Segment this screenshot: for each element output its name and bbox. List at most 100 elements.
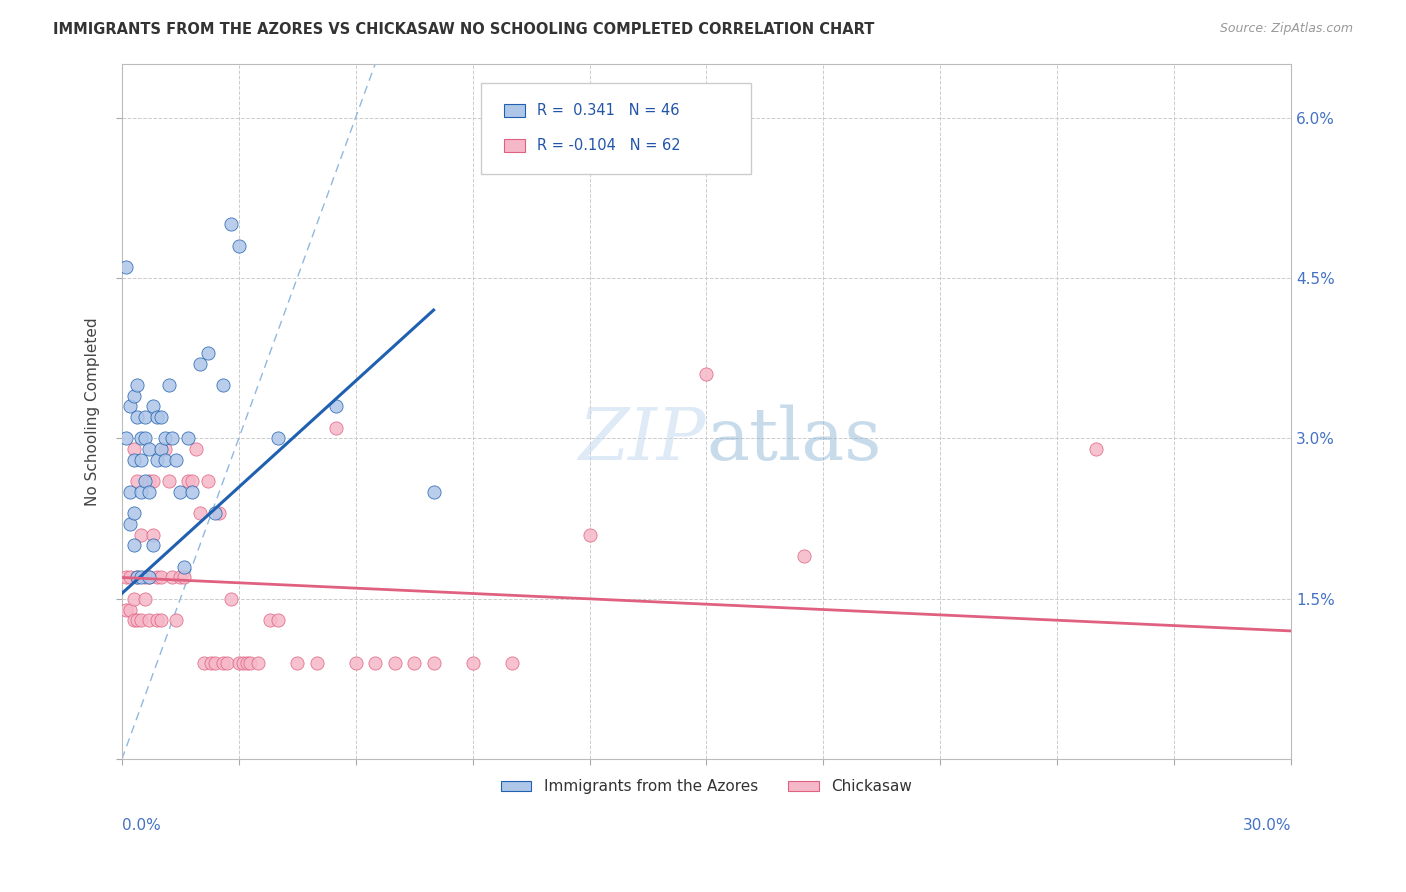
- Point: [305, 656, 328, 670]
- Point: [134, 570, 156, 584]
- Point: [122, 389, 145, 403]
- Point: [138, 474, 160, 488]
- Point: [162, 431, 184, 445]
- Point: [142, 474, 165, 488]
- Point: [127, 378, 149, 392]
- Point: [793, 549, 815, 563]
- Point: [157, 378, 180, 392]
- Point: [204, 506, 226, 520]
- Point: [695, 368, 717, 382]
- Point: [181, 484, 204, 499]
- Point: [208, 506, 231, 520]
- Point: [162, 570, 184, 584]
- Point: [181, 474, 204, 488]
- Point: [131, 613, 153, 627]
- Point: [173, 570, 195, 584]
- Point: [149, 410, 172, 425]
- Point: [232, 656, 254, 670]
- Point: [193, 656, 215, 670]
- Point: [134, 474, 156, 488]
- Point: [197, 474, 219, 488]
- Point: [146, 613, 169, 627]
- Point: [114, 602, 136, 616]
- Point: [188, 506, 211, 520]
- Point: [165, 452, 187, 467]
- Point: [153, 452, 176, 467]
- Point: [200, 656, 222, 670]
- Point: [146, 570, 169, 584]
- Point: [1085, 442, 1108, 456]
- Point: [149, 613, 172, 627]
- FancyBboxPatch shape: [505, 139, 526, 152]
- Point: [228, 656, 250, 670]
- Point: [127, 570, 149, 584]
- Point: [215, 656, 238, 670]
- Point: [325, 421, 347, 435]
- Point: [118, 570, 141, 584]
- Text: 30.0%: 30.0%: [1243, 818, 1291, 833]
- Point: [146, 452, 169, 467]
- Point: [188, 357, 211, 371]
- Point: [127, 613, 149, 627]
- Point: [138, 442, 160, 456]
- Point: [149, 442, 172, 456]
- Point: [165, 613, 187, 627]
- Point: [131, 527, 153, 541]
- Point: [122, 506, 145, 520]
- Point: [267, 613, 290, 627]
- Point: [153, 442, 176, 456]
- Point: [131, 452, 153, 467]
- Point: [239, 656, 262, 670]
- Point: [131, 570, 153, 584]
- Point: [501, 656, 523, 670]
- Point: [114, 431, 136, 445]
- Text: ZIP: ZIP: [579, 404, 706, 475]
- Point: [142, 400, 165, 414]
- Point: [114, 570, 136, 584]
- Point: [461, 656, 484, 670]
- Point: [118, 484, 141, 499]
- Legend: Immigrants from the Azores, Chickasaw: Immigrants from the Azores, Chickasaw: [495, 773, 918, 800]
- Point: [169, 570, 191, 584]
- Text: R = -0.104   N = 62: R = -0.104 N = 62: [537, 138, 681, 153]
- Point: [364, 656, 387, 670]
- Point: [127, 570, 149, 584]
- Point: [138, 484, 160, 499]
- Point: [118, 400, 141, 414]
- Point: [118, 516, 141, 531]
- Point: [404, 656, 426, 670]
- Point: [131, 431, 153, 445]
- Text: R =  0.341   N = 46: R = 0.341 N = 46: [537, 103, 679, 118]
- Point: [131, 484, 153, 499]
- Point: [142, 538, 165, 552]
- Y-axis label: No Schooling Completed: No Schooling Completed: [86, 318, 100, 506]
- Point: [422, 484, 444, 499]
- Point: [267, 431, 290, 445]
- Point: [169, 484, 191, 499]
- Point: [219, 218, 242, 232]
- Point: [247, 656, 270, 670]
- Point: [197, 346, 219, 360]
- Point: [259, 613, 281, 627]
- Point: [122, 442, 145, 456]
- Point: [138, 613, 160, 627]
- Point: [384, 656, 406, 670]
- Point: [122, 538, 145, 552]
- Point: [134, 410, 156, 425]
- Point: [138, 570, 160, 584]
- Text: Source: ZipAtlas.com: Source: ZipAtlas.com: [1219, 22, 1353, 36]
- Point: [422, 656, 444, 670]
- Point: [149, 570, 172, 584]
- Point: [344, 656, 367, 670]
- Point: [146, 410, 169, 425]
- Point: [219, 591, 242, 606]
- Point: [127, 410, 149, 425]
- Point: [212, 378, 235, 392]
- Point: [138, 570, 160, 584]
- Point: [127, 474, 149, 488]
- Text: atlas: atlas: [706, 404, 882, 475]
- FancyBboxPatch shape: [505, 104, 526, 117]
- Point: [118, 602, 141, 616]
- Point: [184, 442, 207, 456]
- FancyBboxPatch shape: [481, 83, 751, 174]
